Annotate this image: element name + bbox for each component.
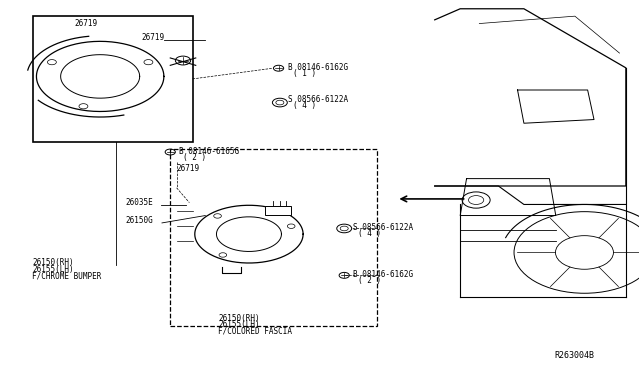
Text: 26035E: 26035E bbox=[125, 198, 154, 207]
Circle shape bbox=[337, 224, 351, 233]
Text: S 08566-6122A: S 08566-6122A bbox=[353, 223, 413, 232]
Text: ( 4 ): ( 4 ) bbox=[292, 101, 316, 110]
Text: 26719: 26719 bbox=[141, 33, 164, 42]
Bar bbox=[33, 16, 193, 142]
Circle shape bbox=[219, 253, 227, 257]
Text: 26719: 26719 bbox=[177, 164, 200, 173]
Text: F/COLORED FASCIA: F/COLORED FASCIA bbox=[218, 327, 292, 336]
Text: 26155(LH): 26155(LH) bbox=[32, 264, 74, 274]
Text: B 08146-6162G: B 08146-6162G bbox=[353, 270, 413, 279]
Bar bbox=[170, 149, 378, 326]
Circle shape bbox=[79, 104, 88, 109]
Text: B 08146-6165G: B 08146-6165G bbox=[179, 147, 239, 155]
Text: ( 1 ): ( 1 ) bbox=[292, 69, 316, 78]
Circle shape bbox=[144, 60, 153, 65]
Circle shape bbox=[47, 60, 56, 65]
Text: ( 4 ): ( 4 ) bbox=[358, 229, 381, 238]
Circle shape bbox=[273, 98, 287, 107]
Text: 26150(RH): 26150(RH) bbox=[218, 314, 260, 323]
Text: 26150(RH): 26150(RH) bbox=[32, 259, 74, 267]
Text: 26150G: 26150G bbox=[125, 216, 154, 225]
Text: ( 2 ): ( 2 ) bbox=[183, 153, 206, 162]
Text: B 08146-6162G: B 08146-6162G bbox=[288, 63, 348, 72]
Circle shape bbox=[287, 224, 295, 228]
Text: ( 2 ): ( 2 ) bbox=[358, 276, 381, 285]
Text: 26719: 26719 bbox=[75, 19, 98, 29]
Circle shape bbox=[214, 214, 221, 218]
Text: F/CHROME BUMPER: F/CHROME BUMPER bbox=[32, 271, 101, 280]
Text: R263004B: R263004B bbox=[554, 351, 594, 360]
Text: S 08566-6122A: S 08566-6122A bbox=[288, 95, 348, 104]
Text: 26155(LH): 26155(LH) bbox=[218, 320, 260, 329]
Bar bbox=[265, 206, 291, 215]
